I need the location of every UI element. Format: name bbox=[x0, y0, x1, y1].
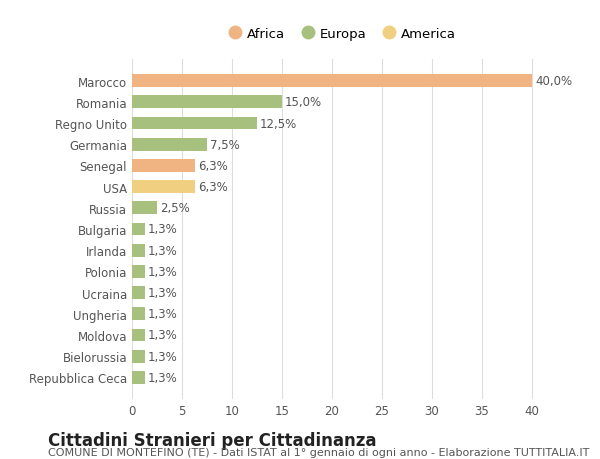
Bar bbox=[132, 286, 145, 299]
Text: 1,3%: 1,3% bbox=[148, 329, 178, 342]
Text: 2,5%: 2,5% bbox=[160, 202, 190, 215]
Text: 6,3%: 6,3% bbox=[198, 160, 228, 173]
Text: 1,3%: 1,3% bbox=[148, 308, 178, 320]
Bar bbox=[132, 139, 207, 151]
Bar bbox=[132, 329, 145, 341]
Text: 40,0%: 40,0% bbox=[535, 75, 572, 88]
Text: 6,3%: 6,3% bbox=[198, 181, 228, 194]
Text: Cittadini Stranieri per Cittadinanza: Cittadini Stranieri per Cittadinanza bbox=[48, 431, 377, 449]
Text: COMUNE DI MONTEFINO (TE) - Dati ISTAT al 1° gennaio di ogni anno - Elaborazione : COMUNE DI MONTEFINO (TE) - Dati ISTAT al… bbox=[48, 448, 589, 458]
Bar bbox=[132, 160, 195, 173]
Text: 7,5%: 7,5% bbox=[210, 139, 240, 151]
Text: 12,5%: 12,5% bbox=[260, 117, 297, 130]
Text: 1,3%: 1,3% bbox=[148, 350, 178, 363]
Bar bbox=[132, 350, 145, 363]
Bar bbox=[132, 96, 282, 109]
Text: 15,0%: 15,0% bbox=[285, 96, 322, 109]
Text: 1,3%: 1,3% bbox=[148, 286, 178, 299]
Text: 1,3%: 1,3% bbox=[148, 244, 178, 257]
Bar bbox=[132, 371, 145, 384]
Bar bbox=[132, 308, 145, 320]
Text: 1,3%: 1,3% bbox=[148, 265, 178, 278]
Text: 1,3%: 1,3% bbox=[148, 371, 178, 384]
Bar bbox=[132, 244, 145, 257]
Bar bbox=[132, 181, 195, 194]
Text: 1,3%: 1,3% bbox=[148, 223, 178, 236]
Bar bbox=[132, 265, 145, 278]
Bar bbox=[132, 223, 145, 236]
Legend: Africa, Europa, America: Africa, Europa, America bbox=[223, 22, 461, 46]
Bar bbox=[132, 118, 257, 130]
Bar bbox=[132, 202, 157, 215]
Bar bbox=[132, 75, 532, 88]
